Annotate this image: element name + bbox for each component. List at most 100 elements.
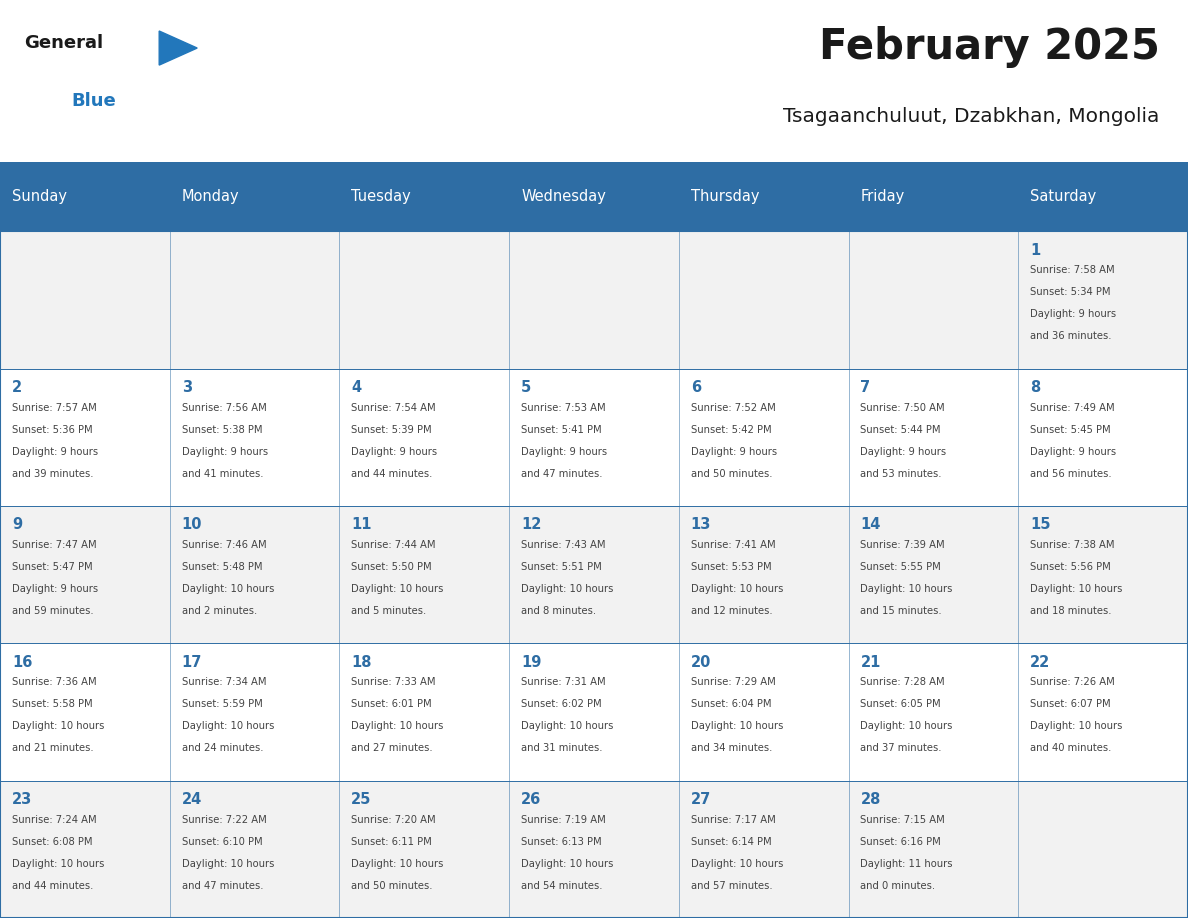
Bar bbox=[170, 369, 340, 506]
Text: 27: 27 bbox=[690, 792, 710, 807]
Text: Sunday: Sunday bbox=[12, 189, 67, 204]
Text: Sunset: 5:47 PM: Sunset: 5:47 PM bbox=[12, 562, 93, 572]
Text: Daylight: 10 hours: Daylight: 10 hours bbox=[690, 584, 783, 594]
Text: Sunset: 6:11 PM: Sunset: 6:11 PM bbox=[352, 836, 432, 846]
Text: February 2025: February 2025 bbox=[819, 26, 1159, 68]
Text: 11: 11 bbox=[352, 518, 372, 532]
Text: 25: 25 bbox=[352, 792, 372, 807]
Text: Sunset: 6:04 PM: Sunset: 6:04 PM bbox=[690, 700, 771, 710]
Bar bbox=[848, 162, 1018, 231]
Text: 18: 18 bbox=[352, 655, 372, 669]
Text: Daylight: 9 hours: Daylight: 9 hours bbox=[690, 447, 777, 457]
Bar bbox=[848, 506, 1018, 644]
Bar bbox=[678, 231, 848, 369]
Bar bbox=[0, 644, 170, 780]
Text: 6: 6 bbox=[690, 380, 701, 395]
Bar bbox=[1018, 162, 1188, 231]
Text: and 37 minutes.: and 37 minutes. bbox=[860, 744, 942, 754]
Text: Sunrise: 7:19 AM: Sunrise: 7:19 AM bbox=[522, 814, 606, 824]
Text: Daylight: 10 hours: Daylight: 10 hours bbox=[522, 722, 613, 732]
Text: 9: 9 bbox=[12, 518, 23, 532]
Text: 28: 28 bbox=[860, 792, 880, 807]
Text: Sunset: 5:59 PM: Sunset: 5:59 PM bbox=[182, 700, 263, 710]
Text: and 54 minutes.: and 54 minutes. bbox=[522, 881, 602, 890]
Bar bbox=[1018, 644, 1188, 780]
Text: Sunset: 6:14 PM: Sunset: 6:14 PM bbox=[690, 836, 771, 846]
Text: and 57 minutes.: and 57 minutes. bbox=[690, 881, 772, 890]
Text: Sunset: 6:05 PM: Sunset: 6:05 PM bbox=[860, 700, 941, 710]
Text: Sunset: 6:02 PM: Sunset: 6:02 PM bbox=[522, 700, 601, 710]
Text: Sunset: 5:45 PM: Sunset: 5:45 PM bbox=[1030, 425, 1111, 435]
Text: Sunset: 6:01 PM: Sunset: 6:01 PM bbox=[352, 700, 432, 710]
Text: Sunrise: 7:33 AM: Sunrise: 7:33 AM bbox=[352, 677, 436, 688]
Text: 7: 7 bbox=[860, 380, 871, 395]
Text: Daylight: 10 hours: Daylight: 10 hours bbox=[522, 858, 613, 868]
Text: 15: 15 bbox=[1030, 518, 1050, 532]
Text: Daylight: 10 hours: Daylight: 10 hours bbox=[12, 858, 105, 868]
Bar bbox=[510, 162, 678, 231]
Text: 17: 17 bbox=[182, 655, 202, 669]
Bar bbox=[340, 506, 510, 644]
Text: and 2 minutes.: and 2 minutes. bbox=[182, 606, 257, 616]
Text: Sunrise: 7:39 AM: Sunrise: 7:39 AM bbox=[860, 540, 946, 550]
Text: 4: 4 bbox=[352, 380, 361, 395]
Text: Sunrise: 7:36 AM: Sunrise: 7:36 AM bbox=[12, 677, 96, 688]
Text: Sunset: 5:36 PM: Sunset: 5:36 PM bbox=[12, 425, 93, 435]
Text: Tuesday: Tuesday bbox=[352, 189, 411, 204]
Text: General: General bbox=[24, 34, 103, 52]
Text: Friday: Friday bbox=[860, 189, 905, 204]
Bar bbox=[170, 644, 340, 780]
Text: Sunset: 5:39 PM: Sunset: 5:39 PM bbox=[352, 425, 432, 435]
Bar bbox=[0, 780, 170, 918]
Bar bbox=[340, 231, 510, 369]
Bar bbox=[510, 506, 678, 644]
Text: Daylight: 10 hours: Daylight: 10 hours bbox=[352, 858, 443, 868]
Text: Sunrise: 7:46 AM: Sunrise: 7:46 AM bbox=[182, 540, 266, 550]
Text: 13: 13 bbox=[690, 518, 712, 532]
Text: and 50 minutes.: and 50 minutes. bbox=[690, 469, 772, 479]
Text: 20: 20 bbox=[690, 655, 712, 669]
Text: and 39 minutes.: and 39 minutes. bbox=[12, 469, 94, 479]
Text: Monday: Monday bbox=[182, 189, 239, 204]
Bar bbox=[170, 231, 340, 369]
Bar bbox=[678, 644, 848, 780]
Text: Daylight: 9 hours: Daylight: 9 hours bbox=[182, 447, 267, 457]
Text: Saturday: Saturday bbox=[1030, 189, 1097, 204]
Text: Sunrise: 7:58 AM: Sunrise: 7:58 AM bbox=[1030, 265, 1114, 275]
Text: and 50 minutes.: and 50 minutes. bbox=[352, 881, 432, 890]
Bar bbox=[848, 231, 1018, 369]
Text: 8: 8 bbox=[1030, 380, 1041, 395]
Text: and 31 minutes.: and 31 minutes. bbox=[522, 744, 602, 754]
Text: and 44 minutes.: and 44 minutes. bbox=[352, 469, 432, 479]
Text: 19: 19 bbox=[522, 655, 542, 669]
Polygon shape bbox=[159, 31, 197, 65]
Text: Sunrise: 7:44 AM: Sunrise: 7:44 AM bbox=[352, 540, 436, 550]
Text: 26: 26 bbox=[522, 792, 542, 807]
Bar bbox=[510, 369, 678, 506]
Bar bbox=[848, 369, 1018, 506]
Text: Sunrise: 7:38 AM: Sunrise: 7:38 AM bbox=[1030, 540, 1114, 550]
Text: 23: 23 bbox=[12, 792, 32, 807]
Bar bbox=[340, 644, 510, 780]
Text: Sunrise: 7:34 AM: Sunrise: 7:34 AM bbox=[182, 677, 266, 688]
Text: 3: 3 bbox=[182, 380, 191, 395]
Text: Sunrise: 7:53 AM: Sunrise: 7:53 AM bbox=[522, 403, 606, 413]
Text: Sunrise: 7:52 AM: Sunrise: 7:52 AM bbox=[690, 403, 776, 413]
Text: Sunrise: 7:15 AM: Sunrise: 7:15 AM bbox=[860, 814, 946, 824]
Text: and 40 minutes.: and 40 minutes. bbox=[1030, 744, 1112, 754]
Text: and 15 minutes.: and 15 minutes. bbox=[860, 606, 942, 616]
Text: Sunrise: 7:29 AM: Sunrise: 7:29 AM bbox=[690, 677, 776, 688]
Text: Daylight: 9 hours: Daylight: 9 hours bbox=[352, 447, 437, 457]
Text: Sunset: 6:08 PM: Sunset: 6:08 PM bbox=[12, 836, 93, 846]
Text: Daylight: 10 hours: Daylight: 10 hours bbox=[182, 858, 274, 868]
Text: Sunset: 5:38 PM: Sunset: 5:38 PM bbox=[182, 425, 263, 435]
Text: Sunset: 6:07 PM: Sunset: 6:07 PM bbox=[1030, 700, 1111, 710]
Text: Sunset: 5:56 PM: Sunset: 5:56 PM bbox=[1030, 562, 1111, 572]
Text: Sunset: 5:41 PM: Sunset: 5:41 PM bbox=[522, 425, 601, 435]
Text: Daylight: 9 hours: Daylight: 9 hours bbox=[12, 584, 97, 594]
Text: Daylight: 9 hours: Daylight: 9 hours bbox=[1030, 309, 1117, 319]
Text: Sunset: 5:34 PM: Sunset: 5:34 PM bbox=[1030, 287, 1111, 297]
Text: Sunrise: 7:17 AM: Sunrise: 7:17 AM bbox=[690, 814, 776, 824]
Bar bbox=[510, 780, 678, 918]
Text: and 59 minutes.: and 59 minutes. bbox=[12, 606, 94, 616]
